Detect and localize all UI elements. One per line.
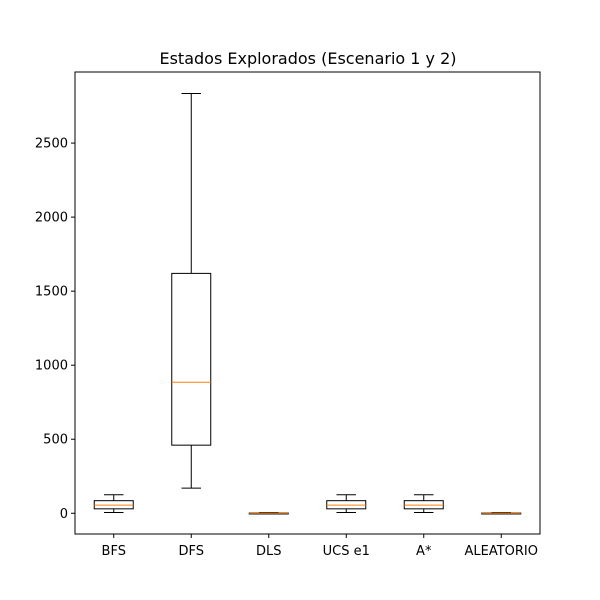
x-tick-label: UCS e1 bbox=[323, 544, 370, 559]
box-aleatorio bbox=[481, 512, 522, 515]
y-axis: 0 500 1000 1500 2000 2500 bbox=[35, 137, 75, 522]
plot-area-frame bbox=[74, 71, 541, 535]
y-tick-label: 500 bbox=[43, 433, 68, 448]
x-tick-label: A* bbox=[416, 544, 432, 559]
x-tick-label: DFS bbox=[178, 544, 204, 559]
x-tick-label: DLS bbox=[256, 544, 282, 559]
x-tick-label: ALEATORIO bbox=[464, 544, 538, 559]
x-axis: BFS DFS DLS UCS e1 A* ALEATORIO bbox=[102, 534, 538, 559]
y-tick-label: 2000 bbox=[35, 211, 68, 226]
box-dfs bbox=[171, 92, 212, 489]
box-bfs bbox=[93, 494, 134, 514]
x-tick-label: BFS bbox=[102, 544, 126, 559]
box-a- bbox=[403, 494, 444, 514]
plot-marks bbox=[93, 92, 522, 515]
y-tick-label: 2500 bbox=[35, 137, 68, 152]
y-tick-label: 0 bbox=[60, 507, 68, 522]
y-tick-label: 1500 bbox=[35, 285, 68, 300]
y-tick-label: 1000 bbox=[35, 359, 68, 374]
chart-title: Estados Explorados (Escenario 1 y 2) bbox=[159, 49, 456, 68]
box-ucs-e1 bbox=[326, 494, 367, 514]
box-dls bbox=[248, 512, 289, 515]
iqr-box bbox=[171, 272, 212, 446]
